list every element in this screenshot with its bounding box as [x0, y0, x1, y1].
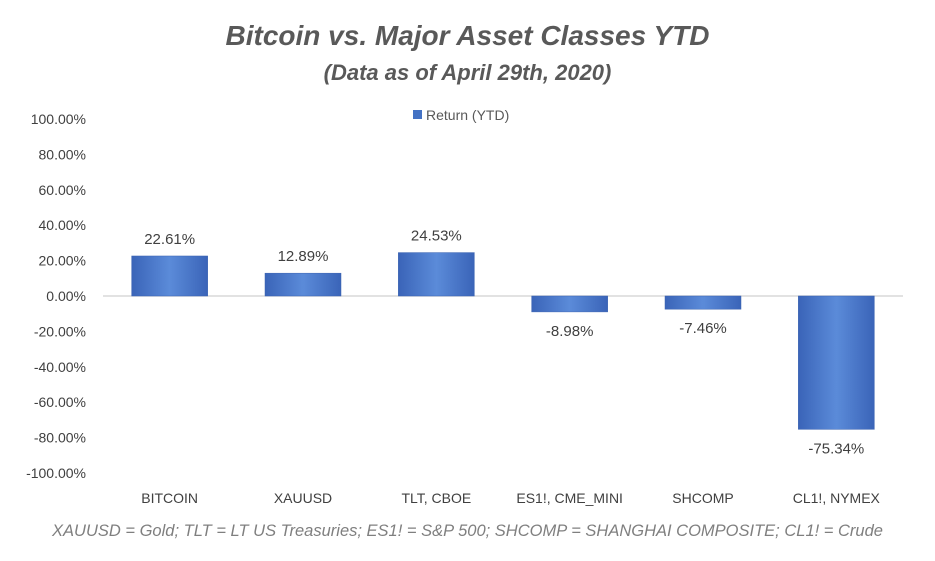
bar [531, 295, 608, 313]
data-label: 22.61% [144, 231, 195, 248]
data-label: 24.53% [411, 228, 462, 245]
footnote: XAUUSD = Gold; TLT = LT US Treasuries; E… [52, 522, 883, 540]
chart-title: Bitcoin vs. Major Asset Classes YTD [225, 20, 710, 51]
legend-swatch [413, 110, 422, 119]
y-tick-label: -80.00% [34, 430, 86, 446]
y-tick-label: -60.00% [34, 394, 86, 410]
bar [264, 272, 342, 297]
y-axis: 100.00% 80.00% 60.00% 40.00% 20.00% 0.00% -20.… [26, 111, 86, 481]
y-tick-label: 100.00% [31, 111, 86, 127]
x-tick-label: XAUUSD [274, 490, 332, 506]
x-tick-label: CL1!, NYMEX [793, 490, 881, 506]
x-tick-label: BITCOIN [141, 490, 198, 506]
legend-label: Return (YTD) [426, 107, 509, 123]
bar [798, 295, 875, 430]
x-tick-label: SHCOMP [672, 490, 733, 506]
bar [131, 255, 208, 297]
data-label: -7.46% [679, 320, 727, 337]
y-tick-label: -100.00% [26, 465, 86, 481]
y-tick-label: 0.00% [46, 288, 86, 304]
data-label: -8.98% [546, 323, 594, 340]
y-tick-label: -20.00% [34, 323, 86, 339]
x-tick-label: ES1!, CME_MINI [516, 490, 623, 506]
bar [398, 252, 475, 297]
bars: 22.61% 12.89% 24.53% -8.98% -7.46% -75.34% [131, 228, 875, 457]
data-label: 12.89% [278, 248, 329, 265]
y-tick-label: 80.00% [39, 146, 86, 162]
x-axis: BITCOIN XAUUSD TLT, CBOE ES1!, CME_MINI SHCO… [141, 490, 880, 506]
y-tick-label: 40.00% [39, 217, 86, 233]
chart-subtitle: (Data as of April 29th, 2020) [323, 60, 612, 85]
y-tick-label: 20.00% [39, 253, 86, 269]
y-tick-label: -40.00% [34, 359, 86, 375]
bar [664, 295, 742, 310]
legend: Return (YTD) [413, 107, 509, 123]
x-tick-label: TLT, CBOE [401, 490, 471, 506]
y-tick-label: 60.00% [39, 182, 86, 198]
data-label: -75.34% [808, 440, 864, 457]
